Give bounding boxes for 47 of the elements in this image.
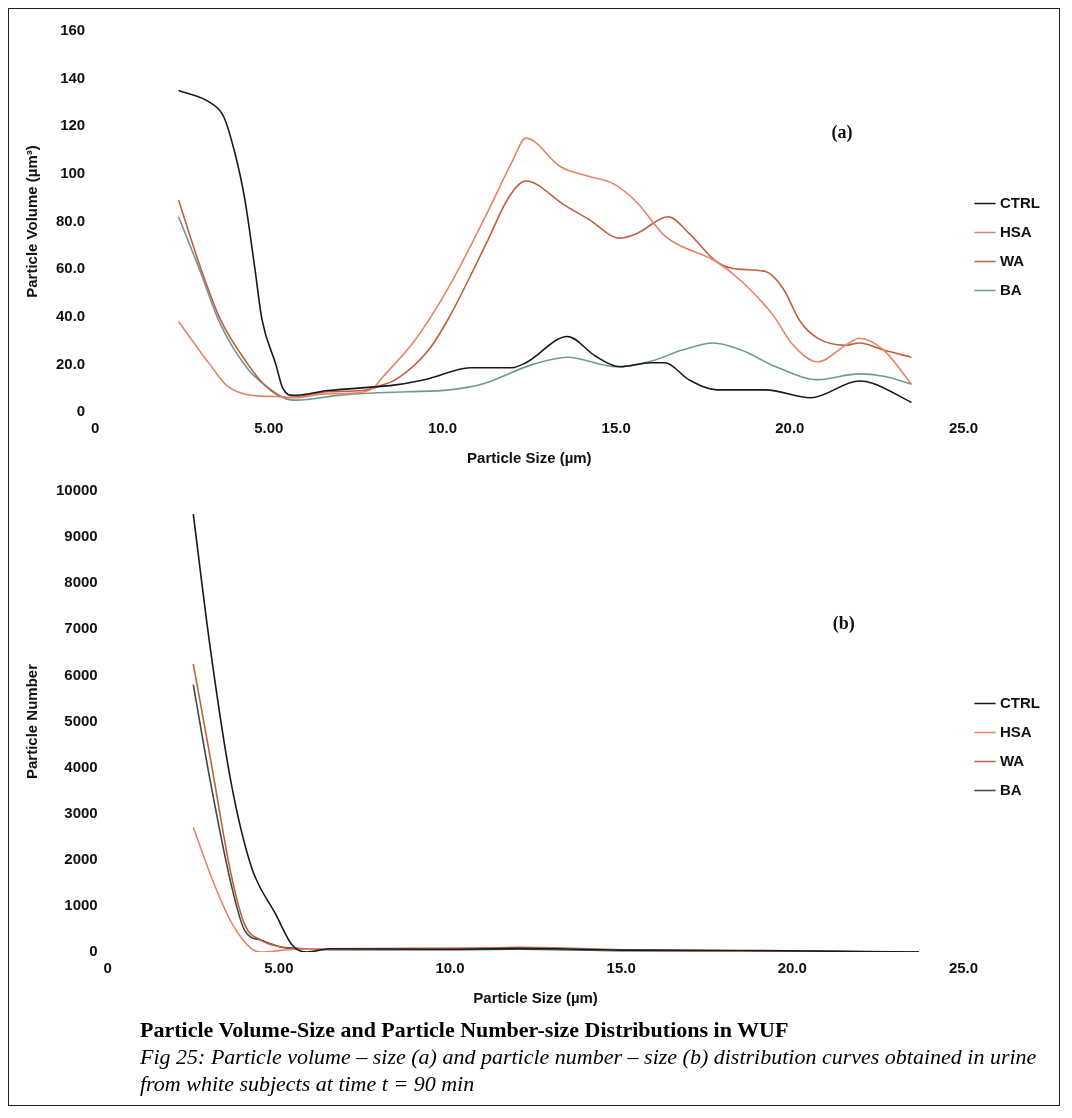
y-tick-label: 3000 — [64, 803, 98, 821]
y-tick-label: 0 — [89, 942, 98, 960]
y-tick-label: 10000 — [55, 481, 98, 499]
legend-label: WA — [1000, 751, 1025, 769]
legend-label: BA — [1000, 280, 1022, 298]
y-tick-label: 1000 — [64, 896, 98, 914]
y-tick-label: 6000 — [64, 665, 98, 683]
legend-label: WA — [1000, 251, 1025, 269]
y-tick-label: 8000 — [64, 573, 98, 591]
y-tick-label: 0 — [76, 402, 86, 420]
legend-label: CTRL — [1000, 693, 1041, 711]
x-tick-label: 5.00 — [254, 419, 284, 437]
x-tick-label: 15.0 — [601, 419, 631, 437]
legend-label: HSA — [1000, 722, 1032, 740]
x-tick-label: 20.0 — [777, 959, 807, 977]
legend-label: HSA — [1000, 222, 1032, 240]
annotation: (a) — [831, 121, 853, 143]
y-tick-label: 100 — [60, 164, 86, 182]
x-tick-label: 10.0 — [427, 419, 458, 437]
x-tick-label: 25.0 — [948, 419, 979, 437]
y-tick-label: 80.0 — [55, 211, 86, 229]
x-tick-label: 5.00 — [264, 959, 294, 977]
y-axis-title: Particle Volume (µm³) — [23, 145, 41, 298]
legend-label: CTRL — [1000, 193, 1041, 211]
x-tick-label: 20.0 — [775, 419, 805, 437]
x-tick-label: 15.0 — [606, 959, 636, 977]
y-tick-label: 9000 — [64, 527, 98, 545]
y-tick-label: 160 — [60, 21, 86, 39]
annotation: (b) — [832, 613, 855, 635]
legend-label: BA — [1000, 780, 1022, 798]
y-tick-label: 40.0 — [55, 306, 86, 324]
y-tick-label: 4000 — [64, 757, 98, 775]
y-tick-label: 7000 — [64, 619, 98, 637]
y-tick-label: 60.0 — [55, 259, 86, 277]
text: Particle Volume-Size and Particle Number-size Distributions in WUF — [140, 1016, 790, 1043]
caption: Fig 25: Particle volume – size (a) and particle number – size (b) distribution curves obtained in urine from white subjects at time t = 90 min — [140, 1043, 1038, 1097]
x-tick-label: 10.0 — [435, 959, 465, 977]
x-tick-label: 0 — [103, 959, 112, 977]
y-tick-label: 140 — [60, 68, 86, 86]
x-tick-label: 25.0 — [948, 959, 979, 977]
y-tick-label: 20.0 — [55, 354, 86, 372]
x-axis-title: Particle Size (µm) — [467, 449, 592, 467]
x-axis-title: Particle Size (µm) — [473, 989, 598, 1007]
y-tick-label: 120 — [60, 116, 86, 134]
y-tick-label: 5000 — [64, 711, 98, 729]
y-tick-label: 2000 — [64, 849, 98, 867]
y-axis-title: Particle Number — [23, 663, 41, 780]
